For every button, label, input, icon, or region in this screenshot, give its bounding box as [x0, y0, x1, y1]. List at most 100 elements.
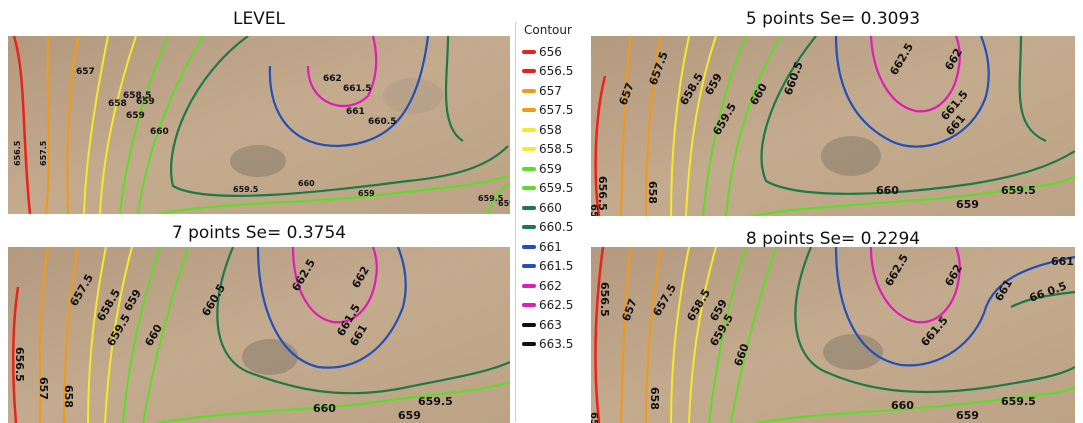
contour-map: 662.5 662 661.5 661 660.5 659 658.5 659.…	[8, 247, 510, 423]
contour-662	[306, 36, 378, 108]
contour-label: 659	[498, 199, 510, 208]
contour-label: 659	[126, 111, 145, 121]
contour-657	[620, 247, 632, 423]
contour-659	[119, 36, 169, 214]
legend-title: Contour	[524, 23, 572, 37]
legend-swatch	[522, 244, 536, 249]
contour-656-5	[11, 286, 20, 423]
contour-label: 661	[346, 107, 365, 117]
contour-661	[268, 36, 430, 148]
terrain-shadow	[230, 145, 286, 177]
legend-item: 656	[518, 42, 588, 62]
contour-label: 658	[646, 181, 659, 204]
contour-label: 659	[956, 409, 979, 422]
contour-656-5	[594, 247, 605, 423]
contour-660-5	[1010, 290, 1075, 308]
contour-659-5	[142, 247, 189, 423]
contour-657	[620, 36, 632, 216]
legend-label: 658.5	[539, 142, 574, 157]
contour-656-5	[12, 36, 32, 214]
contour-label: 662	[323, 74, 342, 84]
contour-657-5	[645, 247, 662, 423]
contour-label: 659	[358, 189, 375, 198]
contour-656-5	[594, 75, 607, 216]
contour-map: 662.5 662 661.5 661 660.5 660 659.5 659 …	[591, 36, 1075, 216]
legend-swatch	[522, 342, 536, 347]
contour-660	[216, 247, 510, 395]
panel-7-points: 7 points Se= 0.3754 662.5 662 661.5 661 …	[8, 216, 510, 423]
contour-label: 660.5	[368, 117, 396, 127]
contour-661	[834, 247, 1075, 367]
contour-map-svg: 662.5 662 661 66 0.5 661.5 661 659 659.5…	[591, 247, 1075, 423]
contour-label: 660	[876, 184, 899, 197]
contour-659	[702, 36, 747, 216]
contour-map: 662.5 662 661 66 0.5 661.5 661 659 659.5…	[591, 247, 1075, 423]
contour-label: 658.5	[123, 91, 151, 101]
contour-658	[670, 36, 690, 216]
contour-label: 660	[891, 399, 914, 412]
legend-swatch	[522, 205, 536, 210]
contour-657	[45, 36, 50, 214]
contour-label: 660	[150, 127, 169, 137]
legend-item: 662	[518, 276, 588, 296]
contour-label: 658	[62, 385, 75, 408]
legend-item: 661.5	[518, 257, 588, 277]
contour-label: 659.5	[1001, 184, 1036, 197]
contour-label: 661	[1051, 255, 1074, 268]
legend-swatch	[522, 88, 536, 93]
terrain-shadow	[823, 334, 883, 370]
contour-label: 659.5	[233, 185, 259, 194]
legend-swatch	[522, 283, 536, 288]
contour-label: 658	[648, 387, 661, 410]
legend-swatch	[522, 108, 536, 113]
contour-label: 656	[591, 204, 599, 216]
legend-item: 658.5	[518, 140, 588, 160]
contour-map-svg: 662.5 662 661.5 661 660.5 659 658.5 659.…	[8, 247, 510, 423]
panel-5-points: 5 points Se= 0.3093 662.5 662 661.5 661 …	[591, 2, 1075, 220]
panel-title: 8 points Se= 0.2294	[745, 229, 921, 249]
contour-label: 660	[313, 402, 336, 415]
contour-label: 659.5	[1001, 395, 1036, 408]
legend-item: 660	[518, 198, 588, 218]
contour-label: 657	[76, 67, 95, 77]
contour-660	[760, 36, 1075, 195]
legend-item: 661	[518, 237, 588, 257]
legend-label: 656	[539, 44, 562, 59]
contour-label: 661.5	[343, 84, 371, 94]
contour-658	[83, 36, 109, 214]
legend-swatch	[522, 166, 536, 171]
panel-title: 7 points Se= 0.3754	[171, 223, 347, 243]
contour-658-5	[99, 36, 137, 214]
terrain-background	[8, 36, 510, 214]
contour-659-5	[137, 36, 204, 214]
legend-label: 661	[539, 239, 562, 254]
divider	[515, 22, 516, 422]
contour-label: 657.5	[39, 140, 48, 166]
contour-label: 659	[136, 97, 155, 107]
contour-label: 656	[591, 412, 599, 423]
contour-map-svg: 662.5 662 661.5 661 660.5 660 659.5 659 …	[591, 36, 1075, 216]
contour-660-5	[1018, 36, 1047, 143]
contour-658-5	[104, 247, 133, 423]
contour-label: 659.5	[478, 194, 504, 203]
contour-label: 656.5	[13, 347, 26, 382]
legend-label: 657	[539, 83, 562, 98]
legend-label: 661.5	[539, 259, 574, 274]
legend-label: 656.5	[539, 64, 574, 79]
legend-label: 660.5	[539, 220, 574, 235]
contour-label: 656.5	[13, 140, 22, 166]
legend-label: 663.5	[539, 337, 574, 352]
legend-swatch	[522, 127, 536, 132]
panel-level: LEVEL 657 658 658.5 659 659 660 662	[8, 2, 510, 216]
contour-659-5-lower	[750, 175, 1075, 216]
panel-8-points: 8 points Se= 0.2294 662.5 662 661 66 0.5…	[591, 222, 1075, 423]
contour-661	[256, 247, 407, 369]
contour-label: 656.5	[596, 176, 609, 211]
contour-658-5	[688, 247, 717, 423]
contour-658	[670, 247, 690, 423]
legend-label: 663	[539, 317, 562, 332]
contour-660	[794, 247, 1075, 394]
legend-item: 662.5	[518, 296, 588, 316]
contour-label: 658	[108, 99, 127, 109]
contour-659-5	[725, 36, 782, 216]
